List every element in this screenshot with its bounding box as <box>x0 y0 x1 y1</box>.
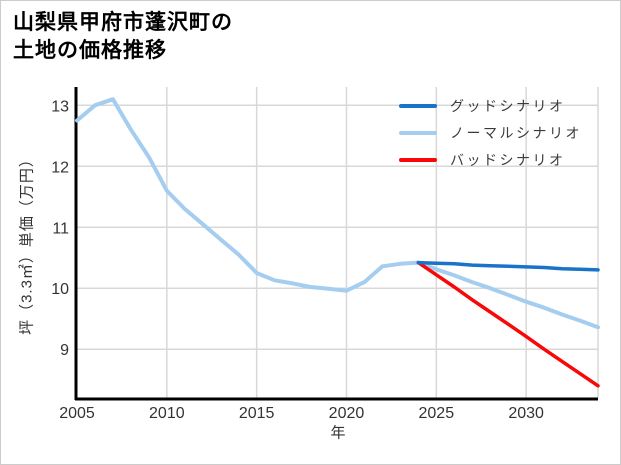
series-line-normal <box>75 97 600 330</box>
y-tick-label: 9 <box>60 342 69 359</box>
x-tick-label: 2030 <box>508 405 544 422</box>
chart-title: 山梨県甲府市蓬沢町の 土地の価格推移 <box>13 9 233 65</box>
normal-scenario-line-swatch <box>399 130 437 135</box>
chart-title-line2: 土地の価格推移 <box>13 39 167 62</box>
series-line-bad <box>416 260 600 388</box>
normal-scenario-label: ノーマルシナリオ <box>450 124 582 141</box>
legend-item-good: グッドシナリオ <box>399 92 609 119</box>
y-tick-label: 13 <box>51 98 69 115</box>
y-axis-title: 坪（3.3㎡）単価（万円） <box>18 151 36 335</box>
x-tick-label: 2010 <box>149 405 185 422</box>
x-tick-label: 2025 <box>419 405 455 422</box>
legend-item-bad: バッドシナリオ <box>399 146 609 173</box>
good-scenario-label: グッドシナリオ <box>450 97 566 114</box>
x-axis-title: 年 <box>330 424 346 442</box>
legend-item-normal: ノーマルシナリオ <box>399 119 609 146</box>
good-scenario-line-swatch <box>399 103 437 108</box>
x-tick-label: 2005 <box>59 405 95 422</box>
bad-scenario-label: バッドシナリオ <box>450 151 566 168</box>
chart-title-line1: 山梨県甲府市蓬沢町の <box>13 11 233 34</box>
y-tick-label: 12 <box>51 159 69 176</box>
y-tick-label: 10 <box>51 281 69 298</box>
x-tick-label: 2015 <box>239 405 275 422</box>
bad-scenario-line-swatch <box>399 157 437 162</box>
series-line-good <box>416 260 600 272</box>
x-tick-label: 2020 <box>329 405 365 422</box>
legend: グッドシナリオ ノーマルシナリオ バッドシナリオ <box>399 92 609 173</box>
y-tick-label: 11 <box>52 220 69 237</box>
